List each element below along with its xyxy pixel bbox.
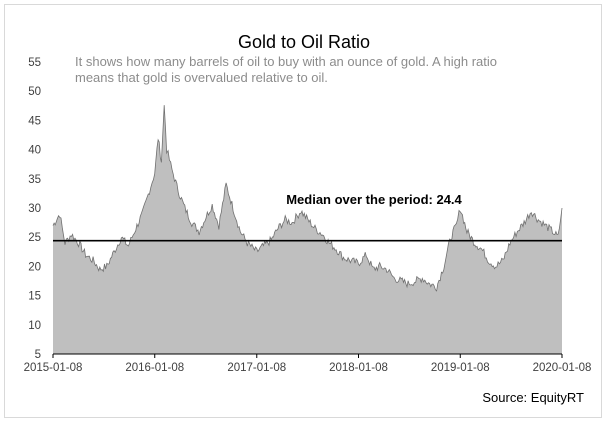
y-tick-label: 40 [28, 145, 41, 157]
y-tick-label: 50 [28, 86, 41, 98]
x-tick-label: 2020-01-08 [533, 362, 592, 374]
y-tick-label: 35 [28, 174, 41, 186]
chart-subtitle-line-2: means that gold is overvalued relative t… [75, 70, 328, 85]
y-tick-label: 10 [28, 320, 41, 332]
y-tick-label: 15 [28, 291, 41, 303]
chart-subtitle-line-1: It shows how many barrels of oil to buy … [75, 54, 497, 69]
x-tick-label: 2016-01-08 [125, 362, 184, 374]
chart-title: Gold to Oil Ratio [238, 32, 370, 52]
x-tick-label: 2018-01-08 [329, 362, 388, 374]
source-label: Source: EquityRT [482, 390, 584, 405]
y-tick-label: 20 [28, 261, 41, 273]
x-tick-label: 2019-01-08 [431, 362, 490, 374]
y-tick-label: 25 [28, 232, 41, 244]
x-axis-ticks: 2015-01-08 2016-01-08 2017-01-08 2018-01-08… [24, 354, 592, 374]
y-axis-ticks: 5 10 15 20 25 30 35 40 45 50 55 [28, 57, 41, 361]
ratio-line [52, 105, 563, 292]
y-tick-label: 30 [28, 203, 41, 215]
y-tick-label: 5 [35, 349, 41, 361]
y-tick-label: 55 [28, 57, 41, 69]
ratio-area [53, 105, 562, 354]
y-tick-label: 45 [28, 115, 41, 127]
median-label: Median over the period: 24.4 [286, 192, 462, 207]
x-tick-label: 2015-01-08 [24, 362, 83, 374]
x-tick-label: 2017-01-08 [227, 362, 286, 374]
